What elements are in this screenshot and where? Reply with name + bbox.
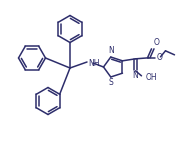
Text: N: N [133, 71, 138, 80]
Text: OH: OH [145, 73, 157, 82]
Text: NH: NH [88, 59, 100, 67]
Text: S: S [108, 79, 113, 87]
Text: N: N [108, 46, 114, 55]
Text: O: O [156, 53, 162, 62]
Text: O: O [154, 38, 159, 47]
